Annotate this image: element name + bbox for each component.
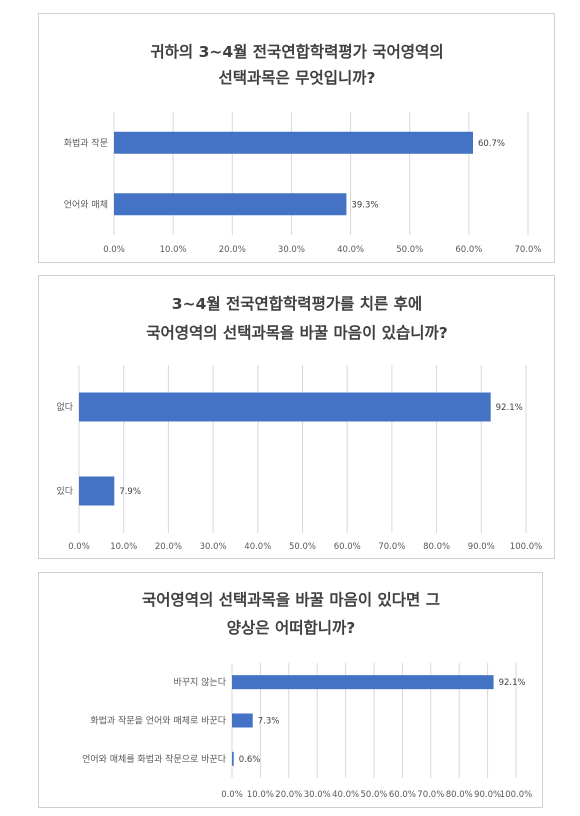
x-tick-label: 60.0%: [334, 542, 361, 552]
x-tick-label: 100.0%: [510, 542, 542, 552]
chart-3-svg: 국어영역의 선택과목을 바꿀 마음이 있다면 그 양상은 어떠합니까? 92.1…: [82, 590, 532, 800]
category-label: 없다: [56, 402, 73, 413]
category-label: 언어와 매체를 화법과 작문으로 바꾼다: [82, 753, 227, 765]
data-label: 7.9%: [119, 487, 141, 497]
bar: [79, 392, 491, 422]
chart-1-bars: 60.7% 39.3%: [114, 131, 505, 216]
data-label: 39.3%: [351, 200, 378, 210]
category-label: 바꾸지 않는다: [173, 677, 226, 688]
x-tick-label: 20.0%: [219, 245, 246, 255]
bar: [232, 713, 253, 728]
chart-2-grid: [78, 365, 527, 533]
chart-panel-subject-choice: 귀하의 3~4월 전국연합학력평가 국어영역의 선택과목은 무엇입니까? 60.…: [38, 13, 555, 263]
bar: [79, 476, 115, 506]
x-tick-label: 20.0%: [155, 542, 182, 552]
x-tick-label: 100.0%: [500, 790, 532, 800]
x-tick-label: 30.0%: [278, 245, 305, 255]
x-tick-label: 70.0%: [417, 790, 444, 800]
x-tick-label: 30.0%: [200, 542, 227, 552]
x-tick-label: 40.0%: [332, 790, 359, 800]
category-label: 화법과 작문을 언어와 매체로 바꾼다: [90, 715, 226, 727]
category-label: 있다: [56, 485, 73, 497]
x-tick-label: 70.0%: [378, 542, 405, 552]
chart-1-svg: 귀하의 3~4월 전국연합학력평가 국어영역의 선택과목은 무엇입니까? 60.…: [64, 42, 542, 255]
chart-3-title-line-1: 국어영역의 선택과목을 바꿀 마음이 있다면 그: [142, 590, 440, 609]
chart-panel-change-direction: 국어영역의 선택과목을 바꿀 마음이 있다면 그 양상은 어떠합니까? 92.1…: [38, 572, 543, 808]
x-tick-label: 90.0%: [468, 542, 495, 552]
chart-3-bars: 92.1% 7.3% 0.6%: [232, 675, 526, 766]
x-tick-label: 30.0%: [304, 790, 331, 800]
x-tick-label: 60.0%: [389, 790, 416, 800]
chart-3-ticks: 0.0% 10.0% 20.0% 30.0% 40.0% 50.0% 60.0% 70.0% 8…: [221, 790, 532, 800]
x-tick-label: 0.0%: [68, 542, 90, 552]
x-tick-label: 10.0%: [110, 542, 137, 552]
x-tick-label: 20.0%: [275, 790, 302, 800]
chart-panel-change-intent: 3~4월 전국연합학력평가를 치른 후에 국어영역의 선택과목을 바꿀 마음이 …: [38, 275, 555, 559]
x-tick-label: 0.0%: [103, 245, 125, 255]
x-tick-label: 90.0%: [474, 790, 501, 800]
chart-2-svg: 3~4월 전국연합학력평가를 치른 후에 국어영역의 선택과목을 바꿀 마음이 …: [56, 294, 542, 552]
chart-1-ticks: 0.0% 10.0% 20.0% 30.0% 40.0% 50.0% 60.0% 70.0%: [103, 245, 541, 255]
x-tick-label: 50.0%: [396, 245, 423, 255]
data-label: 60.7%: [478, 139, 505, 149]
x-tick-label: 80.0%: [446, 790, 473, 800]
data-label: 92.1%: [499, 678, 526, 688]
bar: [114, 131, 473, 154]
x-tick-label: 60.0%: [455, 245, 482, 255]
chart-2-ticks: 0.0% 10.0% 20.0% 30.0% 40.0% 50.0% 60.0% 70.0% 8…: [68, 542, 542, 552]
x-tick-label: 40.0%: [337, 245, 364, 255]
chart-1-grid: [113, 112, 529, 235]
chart-2-title-line-2: 국어영역의 선택과목을 바꿀 마음이 있습니까?: [146, 323, 448, 342]
category-label: 언어와 매체: [64, 198, 108, 210]
chart-2-title-line-1: 3~4월 전국연합학력평가를 치른 후에: [172, 294, 422, 313]
chart-3-title-line-2: 양상은 어떠합니까?: [227, 619, 355, 637]
x-tick-label: 0.0%: [221, 790, 243, 800]
x-tick-label: 10.0%: [160, 245, 187, 255]
x-tick-label: 10.0%: [247, 790, 274, 800]
chart-1-title-line-1: 귀하의 3~4월 전국연합학력평가 국어영역의: [150, 42, 443, 61]
category-label: 화법과 작문: [64, 138, 108, 149]
bar: [114, 193, 347, 216]
data-label: 0.6%: [239, 755, 261, 765]
bar: [232, 675, 494, 690]
x-tick-label: 40.0%: [244, 542, 271, 552]
x-tick-label: 50.0%: [289, 542, 316, 552]
data-label: 92.1%: [496, 403, 523, 413]
x-tick-label: 50.0%: [360, 790, 387, 800]
data-label: 7.3%: [258, 717, 280, 727]
chart-1-title-line-2: 선택과목은 무엇입니까?: [219, 69, 376, 87]
x-tick-label: 70.0%: [514, 245, 541, 255]
bar: [232, 751, 234, 766]
chart-2-bars: 92.1% 7.9%: [79, 392, 523, 506]
x-tick-label: 80.0%: [423, 542, 450, 552]
